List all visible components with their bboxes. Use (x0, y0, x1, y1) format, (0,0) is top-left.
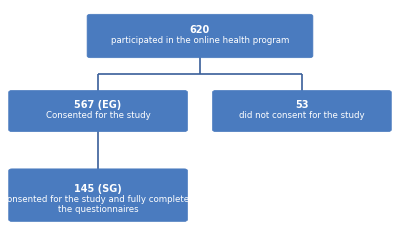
Text: 145 (SG): 145 (SG) (74, 183, 122, 193)
FancyBboxPatch shape (87, 15, 313, 58)
Text: 620: 620 (190, 25, 210, 35)
Text: did not consent for the study: did not consent for the study (239, 110, 365, 119)
Text: participated in the online health program: participated in the online health progra… (111, 36, 289, 45)
Text: 53: 53 (295, 99, 309, 109)
FancyBboxPatch shape (9, 169, 188, 222)
Text: 567 (EG): 567 (EG) (74, 99, 122, 109)
Text: Consented for the study: Consented for the study (46, 110, 150, 119)
Text: Consented for the study and fully completed
the questionnaires: Consented for the study and fully comple… (1, 194, 195, 213)
FancyBboxPatch shape (212, 91, 391, 132)
FancyBboxPatch shape (9, 91, 188, 132)
